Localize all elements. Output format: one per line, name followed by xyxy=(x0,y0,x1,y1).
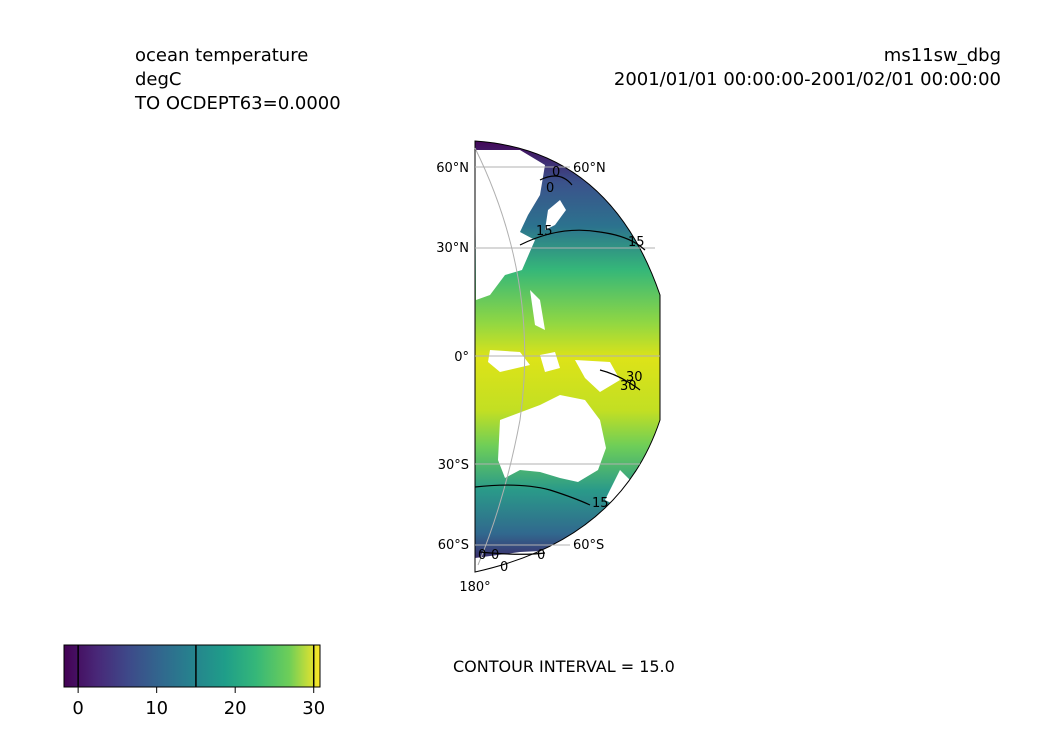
temperature-field xyxy=(470,138,670,580)
lat-label-left: 0° xyxy=(454,350,469,365)
colorbar-gradient xyxy=(64,645,320,687)
contour-label: 0 xyxy=(478,548,486,563)
contour-label: 0 xyxy=(546,181,554,196)
lat-label-right: 60°S xyxy=(573,538,604,553)
contour-label: 30 xyxy=(620,379,637,394)
lat-label-left: 60°N xyxy=(436,161,469,176)
contour-label: 15 xyxy=(628,235,645,250)
contour-interval-label: CONTOUR INTERVAL = 15.0 xyxy=(453,657,675,676)
contour-label: 15 xyxy=(592,496,609,511)
contour-label: 0 xyxy=(500,560,508,575)
colorbar-tick-label: 10 xyxy=(145,698,168,719)
lat-label-left: 60°S xyxy=(438,538,469,553)
lat-label-left: 30°N xyxy=(436,241,469,256)
colorbar-tick-label: 0 xyxy=(72,698,83,719)
colorbar-tick-label: 30 xyxy=(302,698,325,719)
contour-label: 0 xyxy=(552,165,560,180)
colorbar-tick-label: 20 xyxy=(224,698,247,719)
lat-label-left: 30°S xyxy=(438,458,469,473)
contour-label: 0 xyxy=(537,548,545,563)
contour-label: 0 xyxy=(491,548,499,563)
contour-label: 15 xyxy=(536,224,553,239)
lon-label: 180° xyxy=(459,580,490,595)
colorbar-ticks: 0 10 20 30 xyxy=(72,687,325,719)
colorbar: 0 10 20 30 xyxy=(50,635,350,739)
lat-label-right: 60°N xyxy=(573,161,606,176)
